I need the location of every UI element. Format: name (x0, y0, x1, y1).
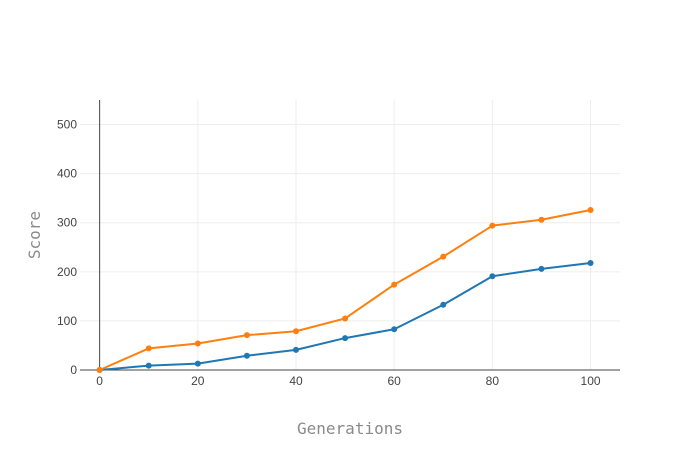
data-point (342, 315, 349, 322)
series-line (99, 208, 591, 371)
data-point (440, 253, 447, 260)
tick-labels: 0 20 40 60 80 100 0 100 200 300 400 500 (57, 118, 601, 388)
x-tick-label: 100 (581, 374, 601, 388)
data-point (293, 328, 299, 335)
data-point (194, 360, 201, 367)
y-tick-label: 200 (57, 265, 77, 279)
data-point (243, 332, 250, 339)
data-point (145, 362, 152, 369)
y-tick-label: 300 (57, 216, 77, 230)
data-point (145, 345, 152, 352)
grid-lines (80, 100, 620, 370)
x-tick-label: 60 (388, 374, 402, 388)
data-point (293, 346, 299, 353)
x-axis-title: Generations (297, 419, 403, 438)
x-tick-label: 40 (289, 374, 303, 388)
axes (80, 100, 620, 371)
data-point (243, 352, 250, 359)
data-point (489, 222, 496, 229)
y-tick-label: 100 (57, 314, 77, 328)
data-point (391, 326, 398, 333)
data-point (489, 273, 496, 280)
data-point (440, 301, 447, 308)
data-point (96, 367, 103, 373)
series-1 (96, 206, 594, 373)
x-tick-label: 20 (191, 374, 205, 388)
y-tick-label: 0 (70, 363, 77, 377)
y-tick-label: 500 (57, 118, 77, 132)
data-point (194, 340, 201, 347)
x-tick-label: 0 (96, 374, 103, 388)
data-point (538, 216, 545, 223)
x-tick-label: 80 (486, 374, 500, 388)
data-point (587, 259, 594, 266)
data-point (342, 335, 349, 342)
data-point (587, 206, 594, 213)
data-point (538, 265, 545, 272)
y-axis-title: Score (25, 211, 44, 259)
data-point (391, 281, 398, 288)
series-group (96, 206, 594, 373)
y-tick-label: 400 (57, 167, 77, 181)
